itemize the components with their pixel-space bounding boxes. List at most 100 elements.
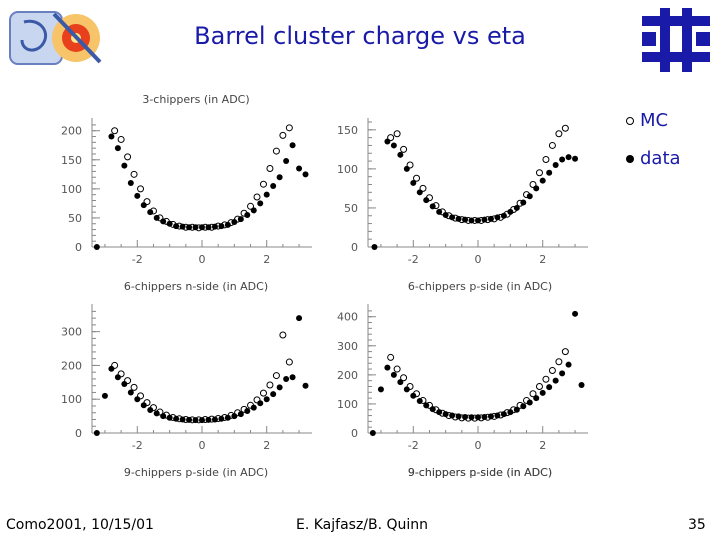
data-point <box>565 361 572 368</box>
legend-mc-label: MC <box>640 110 669 131</box>
data-point <box>237 216 244 223</box>
data-point <box>552 377 559 384</box>
mc-point <box>130 383 138 391</box>
data-point <box>546 384 553 391</box>
legend-data: data <box>626 148 681 169</box>
data-point <box>257 400 264 407</box>
x-tick-label: -2 <box>132 253 143 266</box>
data-point <box>520 403 527 410</box>
data-point <box>455 215 462 222</box>
data-point <box>127 389 134 396</box>
mc-point <box>279 131 287 139</box>
mc-point <box>400 145 408 153</box>
x-tick-label: 0 <box>475 253 482 266</box>
data-point <box>140 402 147 409</box>
data-point <box>410 392 417 399</box>
data-point <box>533 185 540 192</box>
data-point <box>559 370 566 377</box>
mc-point <box>555 358 563 366</box>
data-point <box>224 221 231 228</box>
data-point <box>513 204 520 211</box>
data-point <box>397 379 404 386</box>
data-point <box>257 200 264 207</box>
data-point <box>160 218 167 225</box>
data-point <box>390 142 397 149</box>
data-point <box>114 374 121 381</box>
y-tick-label: 100 <box>337 398 358 411</box>
data-point <box>302 171 309 178</box>
data-point <box>179 416 186 423</box>
chart-panel-3: 0 100 200 300 400 -2 0 2 9-chippers p-side (in A… <box>337 304 588 479</box>
data-point <box>283 157 290 164</box>
data-point <box>218 415 225 422</box>
mc-point <box>393 130 401 138</box>
data-point <box>423 402 430 409</box>
footer-conference: Como2001, 10/15/01 <box>6 517 154 533</box>
data-point <box>481 414 488 421</box>
data-point <box>442 411 449 418</box>
data-point <box>263 396 270 403</box>
mc-point <box>117 135 125 143</box>
data-point <box>121 381 128 388</box>
data-point <box>559 156 566 163</box>
chart-title-extra: 9-chippers n-side (in ADC) <box>408 466 552 479</box>
open-circle-icon <box>626 117 634 125</box>
x-tick-label: 2 <box>539 253 546 266</box>
data-point <box>93 244 100 250</box>
data-point <box>442 211 449 218</box>
data-point <box>552 161 559 168</box>
y-tick-label: 100 <box>61 183 82 196</box>
data-point <box>211 416 218 423</box>
data-point <box>289 142 296 149</box>
chart-title: 6-chippers p-side (in ADC) <box>408 280 552 293</box>
mc-point <box>111 127 119 135</box>
data-point <box>108 365 115 372</box>
data-point <box>205 224 212 231</box>
footer-authors: E. Kajfasz/B. Quinn <box>296 517 429 533</box>
data-point <box>173 223 180 230</box>
x-tick-label: 2 <box>539 439 546 452</box>
mc-point <box>279 331 287 339</box>
chart-panel-0: 0 50 100 150 200 -2 0 2 3-chippers (in ADC) <box>61 93 312 266</box>
slide-title: Barrel cluster charge vs eta <box>194 22 526 50</box>
mc-point <box>542 375 550 383</box>
data-point <box>369 430 376 436</box>
data-point <box>302 382 309 389</box>
data-point <box>231 413 238 420</box>
data-point <box>546 169 553 176</box>
data-point <box>449 412 456 419</box>
data-point <box>134 396 141 403</box>
data-point <box>205 416 212 423</box>
x-tick-label: 0 <box>199 253 206 266</box>
data-point <box>147 407 154 414</box>
mc-point <box>535 382 543 390</box>
mc-point <box>247 202 255 210</box>
y-tick-label: 0 <box>75 241 82 254</box>
footer-page-number: 35 <box>688 517 706 533</box>
data-point <box>244 408 251 415</box>
data-point <box>455 413 462 420</box>
data-point <box>390 371 397 378</box>
x-tick-label: -2 <box>408 439 419 452</box>
y-tick-label: 100 <box>61 393 82 406</box>
y-tick-label: 0 <box>75 427 82 440</box>
x-tick-label: 2 <box>263 253 270 266</box>
data-point <box>403 386 410 393</box>
mc-point <box>124 153 132 161</box>
mc-point <box>542 156 550 163</box>
y-tick-label: 200 <box>337 369 358 382</box>
data-point <box>494 214 501 221</box>
mc-point <box>548 367 556 374</box>
data-point <box>237 411 244 418</box>
data-point <box>436 208 443 215</box>
data-point <box>481 216 488 223</box>
mc-point <box>400 374 408 382</box>
data-point <box>263 191 270 198</box>
y-tick-label: 200 <box>61 359 82 372</box>
chart-title: 3-chippers (in ADC) <box>142 93 249 106</box>
data-point <box>416 398 423 405</box>
data-point <box>526 399 533 406</box>
data-point <box>270 182 277 189</box>
chart-panel-2: 0 100 200 300 -2 0 2 6-chippers n-side (in ADC) <box>61 280 312 452</box>
chart-panel-1: 0 50 100 150 -2 0 2 6-chippers p-side (in ADC) <box>337 118 588 293</box>
